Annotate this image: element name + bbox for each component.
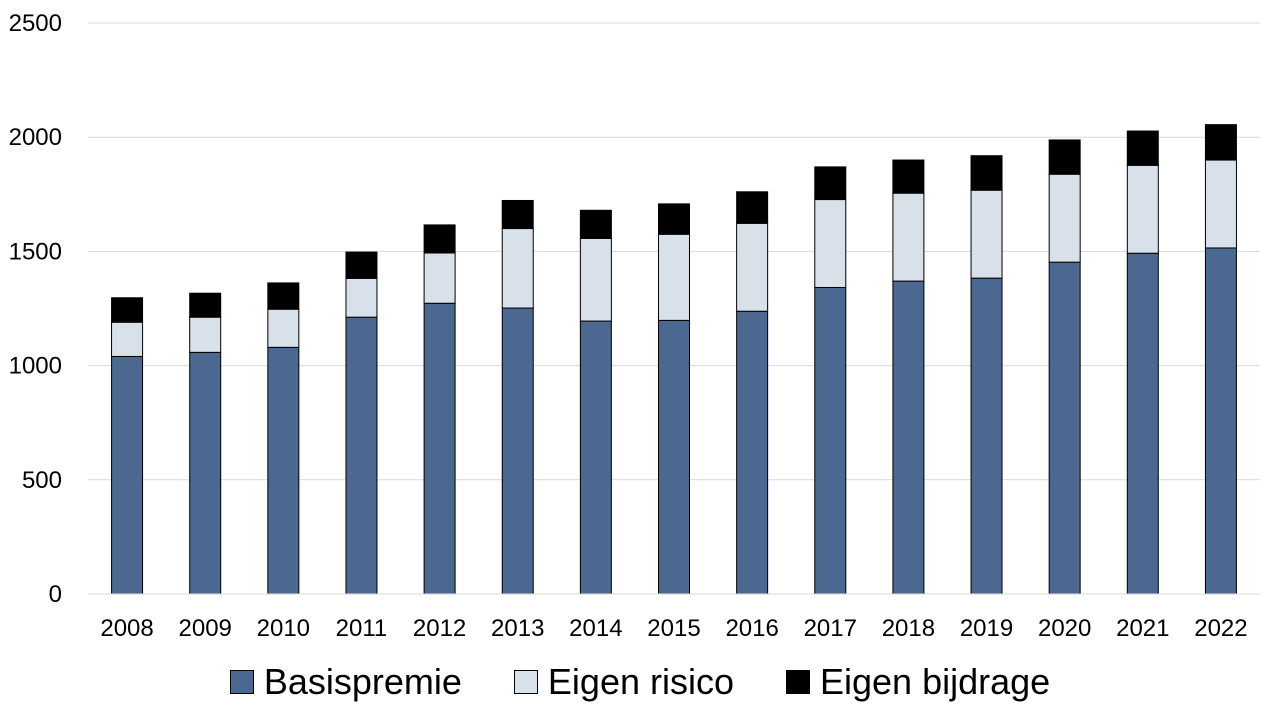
bar-segment-eigen-bijdrage-2018	[892, 159, 925, 194]
y-tick-label: 500	[22, 467, 62, 494]
bar-segment-eigen-risico-2021	[1126, 164, 1159, 254]
bar-segment-eigen-bijdrage-2008	[111, 297, 144, 323]
x-tick-label: 2017	[804, 615, 857, 642]
x-tick-label: 2019	[960, 615, 1013, 642]
bar-segment-basispremie-2015	[658, 319, 690, 595]
stacked-bar-chart: 0 500 1000 1500 2000 2500 2008 2009 2010 2011 201…	[9, 10, 1260, 642]
bar-segment-eigen-bijdrage-2013	[501, 199, 534, 230]
legend-item-basispremie: Basispremie	[229, 661, 462, 702]
bar-segment-eigen-risico-2012	[423, 252, 456, 304]
x-tick-label: 2013	[491, 615, 544, 642]
x-tick-label: 2008	[100, 615, 153, 642]
x-axis-tick-labels: 2008 2009 2010 2011 2012 2013 2014 2015 2016 2017…	[100, 615, 1247, 642]
bar-segment-basispremie-2017	[814, 286, 847, 595]
legend-swatch-eigen-risico	[513, 670, 538, 694]
bar-segment-basispremie-2016	[736, 310, 769, 595]
bar-segment-eigen-risico-2009	[189, 316, 222, 353]
bar-segment-basispremie-2014	[579, 320, 612, 595]
bar-segment-basispremie-2021	[1126, 252, 1159, 595]
y-tick-label: 0	[49, 581, 62, 608]
legend-label-eigen-risico: Eigen risico	[547, 661, 734, 702]
x-tick-label: 2022	[1194, 615, 1247, 642]
x-tick-label: 2018	[882, 615, 935, 642]
y-tick-label: 2000	[9, 124, 62, 151]
legend-item-eigen-bijdrage: Eigen bijdrage	[786, 664, 1050, 700]
bar-segment-eigen-risico-2022	[1204, 159, 1237, 249]
legend-label-basispremie: Basispremie	[263, 661, 462, 702]
y-axis-tick-labels: 0 500 1000 1500 2000 2500	[9, 10, 62, 608]
x-tick-label: 2015	[647, 615, 700, 642]
bar-segment-eigen-risico-2008	[111, 321, 144, 357]
bar-segment-basispremie-2009	[189, 351, 222, 595]
legend-swatch-basispremie	[229, 670, 254, 694]
bar-segment-eigen-bijdrage-2012	[423, 224, 456, 254]
x-tick-label: 2020	[1038, 615, 1091, 642]
bars	[111, 124, 1237, 595]
bar-segment-eigen-bijdrage-2010	[267, 282, 300, 310]
y-tick-label: 1500	[9, 238, 62, 265]
y-tick-label: 1000	[9, 353, 62, 380]
bar-segment-eigen-bijdrage-2009	[189, 292, 222, 318]
bar-segment-eigen-risico-2020	[1048, 173, 1081, 263]
bar-segment-eigen-bijdrage-2014	[579, 209, 612, 239]
x-tick-label: 2012	[413, 615, 466, 642]
legend-item-eigen-risico: Eigen risico	[513, 661, 734, 702]
x-tick-label: 2021	[1116, 615, 1169, 642]
bar-segment-eigen-bijdrage-2017	[814, 166, 847, 201]
bar-segment-basispremie-2013	[501, 307, 534, 595]
bar-segment-eigen-bijdrage-2015	[658, 203, 690, 235]
bar-segment-eigen-risico-2019	[970, 189, 1003, 279]
legend-swatch-eigen-bijdrage	[786, 670, 810, 694]
bar-segment-eigen-risico-2010	[267, 308, 300, 348]
bar-segment-basispremie-2019	[970, 277, 1003, 595]
bar-segment-eigen-risico-2011	[345, 277, 378, 318]
bar-segment-eigen-bijdrage-2022	[1204, 124, 1237, 161]
bar-segment-basispremie-2012	[423, 302, 456, 595]
bar-segment-basispremie-2010	[267, 346, 300, 595]
bar-segment-eigen-bijdrage-2011	[345, 251, 378, 279]
bar-segment-basispremie-2008	[111, 355, 144, 595]
x-tick-label: 2016	[725, 615, 778, 642]
bar-segment-basispremie-2020	[1048, 261, 1081, 595]
legend: Basispremie Eigen risico Eigen bijdrage	[0, 656, 1280, 708]
bar-segment-basispremie-2022	[1204, 247, 1237, 595]
bar-segment-eigen-bijdrage-2020	[1048, 139, 1081, 175]
legend-label-eigen-bijdrage: Eigen bijdrage	[820, 661, 1051, 702]
bar-segment-basispremie-2018	[892, 280, 925, 595]
y-tick-label: 2500	[9, 10, 62, 37]
x-tick-label: 2014	[569, 615, 622, 642]
bar-segment-eigen-risico-2017	[814, 199, 847, 288]
bar-segment-eigen-bijdrage-2021	[1126, 130, 1159, 166]
bar-segment-eigen-risico-2013	[501, 228, 534, 309]
bar-segment-eigen-risico-2014	[579, 237, 612, 322]
x-tick-label: 2011	[336, 615, 388, 642]
x-tick-label: 2010	[257, 615, 310, 642]
bar-segment-eigen-bijdrage-2019	[970, 155, 1003, 191]
bar-segment-eigen-risico-2016	[736, 222, 769, 312]
bar-segment-eigen-risico-2018	[892, 192, 925, 282]
bar-segment-eigen-bijdrage-2016	[736, 191, 769, 224]
bar-segment-eigen-risico-2015	[658, 233, 690, 321]
x-tick-label: 2009	[179, 615, 232, 642]
bar-segment-basispremie-2011	[345, 316, 378, 595]
